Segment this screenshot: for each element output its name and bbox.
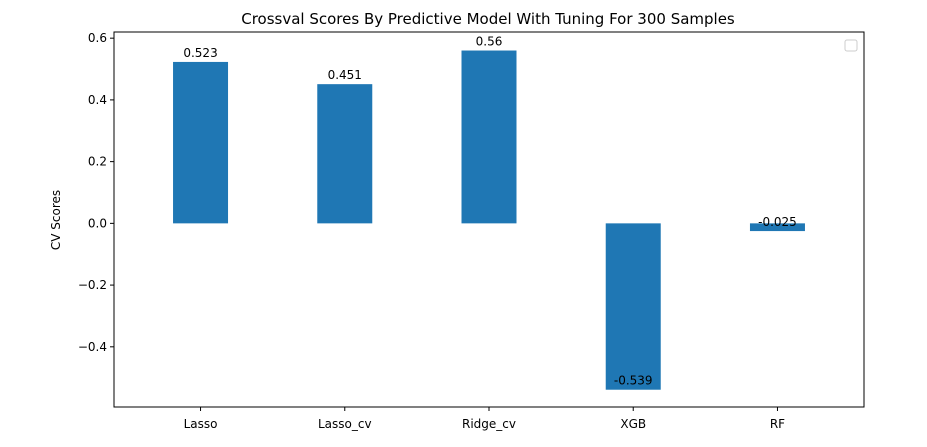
bar-labels-group: 0.523 0.451 0.56 -0.539 -0.025 [183,35,796,388]
y-axis-ticks: −0.4 −0.2 0.0 0.2 0.4 0.6 [78,31,114,354]
legend-box [844,39,858,52]
plot-frame [113,31,865,408]
bar [461,50,517,224]
y-tick-label: 0.4 [88,93,107,107]
y-tick-label: −0.2 [78,278,107,292]
bars-group [173,50,805,390]
x-tick-label: Ridge_cv [462,417,516,431]
x-tick-label: XGB [620,417,646,431]
chart-title: Crossval Scores By Predictive Model With… [241,10,735,28]
y-tick-label: 0.2 [88,155,107,169]
x-axis-ticks: Lasso Lasso_cv Ridge_cv XGB RF [184,407,785,431]
bar-value-label: 0.523 [183,46,217,60]
bar [317,84,373,224]
x-tick-label: RF [770,417,785,431]
x-tick-label: Lasso_cv [318,417,372,431]
y-tick-label: 0.6 [88,31,107,45]
x-tick-label: Lasso [184,417,218,431]
bar-value-label: -0.025 [758,215,797,229]
bar-value-label: -0.539 [614,374,653,388]
bar [173,61,229,224]
y-tick-label: −0.4 [78,340,107,354]
y-axis-label: CV Scores [49,190,63,250]
bar [605,223,661,390]
y-tick-label: 0.0 [88,216,107,230]
bar-value-label: 0.56 [476,35,503,49]
bar-value-label: 0.451 [328,68,362,82]
bar [749,223,805,232]
